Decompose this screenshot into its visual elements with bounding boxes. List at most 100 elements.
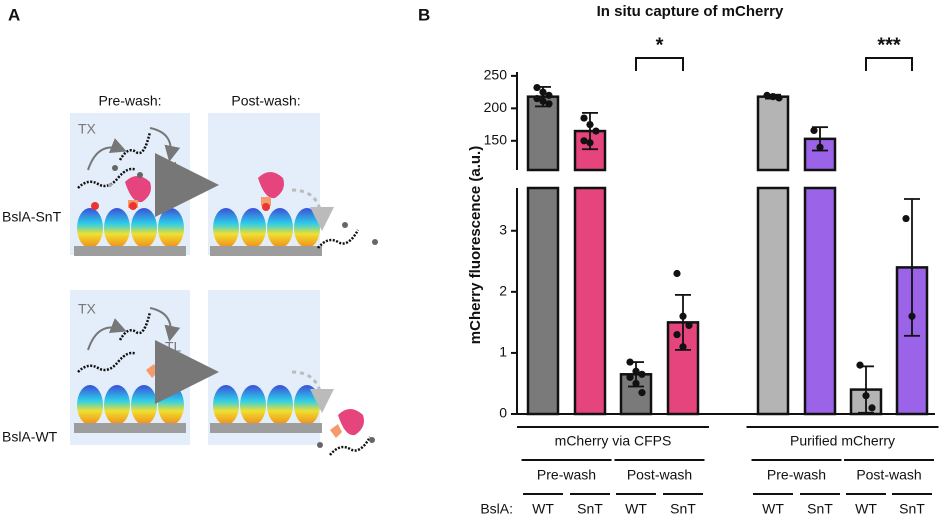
data-point: [539, 97, 547, 105]
data-point: [539, 88, 547, 96]
y-tick-label: 2: [499, 283, 507, 299]
mrna: [329, 436, 372, 456]
x-tick-label: SnT: [899, 501, 925, 517]
data-point: [679, 343, 687, 351]
mcherry: [338, 409, 364, 436]
catcher: [330, 424, 342, 438]
dot: [112, 165, 118, 171]
y-axis-label: mCherry fluorescence (a.u.): [467, 146, 484, 344]
y-tick-label: 3: [499, 221, 507, 237]
data-point: [810, 126, 818, 135]
dot: [369, 437, 375, 443]
tx-label: TX: [78, 121, 97, 137]
catcher: [261, 197, 271, 206]
mcherry: [125, 176, 151, 203]
data-point: [902, 214, 910, 223]
data-point: [626, 373, 634, 381]
data-point: [632, 367, 640, 375]
chart-title: In situ capture of mCherry: [597, 3, 784, 20]
tx-arrow: [87, 138, 127, 171]
post-wash-label: Post-wash:: [231, 93, 300, 109]
bar: [803, 186, 837, 416]
data-point: [580, 114, 588, 122]
y-tick-label: 1: [499, 344, 507, 360]
x-tick-label: WT: [625, 501, 647, 517]
wash-label: Pre-wash: [537, 467, 596, 483]
data-point: [586, 139, 594, 147]
data-point: [862, 392, 870, 400]
tag: [91, 202, 99, 210]
data-point: [908, 312, 916, 320]
wash-label: Pre-wash: [767, 467, 826, 483]
panel-b: B In situ capture of mCherry mCherry flu…: [418, 3, 784, 344]
data-point: [580, 137, 588, 145]
data-point: [775, 94, 783, 102]
data-point: [816, 143, 824, 151]
bar-upper: [756, 95, 790, 172]
wash-arrow: [291, 370, 334, 413]
y-tick-label: 150: [484, 131, 508, 147]
data-point: [638, 370, 646, 378]
panel-letter: A: [8, 5, 20, 24]
bar: [756, 186, 790, 416]
data-point: [685, 321, 693, 330]
mrna: [118, 311, 152, 341]
dot: [342, 222, 348, 228]
data-point: [586, 120, 594, 129]
construct-label: BslA-WT: [2, 429, 58, 445]
row-label: BslA:: [480, 501, 513, 517]
x-tick-label: WT: [532, 501, 554, 517]
data-point: [533, 83, 541, 92]
data-point: [673, 330, 681, 339]
pre-wash-label: Pre-wash:: [98, 93, 161, 109]
significance-label: *: [656, 34, 664, 56]
significance-bracket: [865, 57, 913, 71]
wash-arrow: [291, 188, 334, 231]
dot: [317, 442, 323, 448]
x-tick-label: WT: [762, 501, 784, 517]
tag: [129, 202, 137, 210]
bar: [573, 186, 607, 416]
x-tick-label: WT: [855, 501, 877, 517]
tx-label: TX: [78, 301, 97, 317]
y-tick-label: 250: [484, 67, 508, 83]
y-tick-label: 0: [499, 405, 507, 421]
tl-label: TL: [165, 159, 182, 175]
dot: [108, 183, 112, 187]
y-tick-label: 200: [484, 99, 508, 115]
construct-label: BslA-SnT: [2, 209, 62, 225]
panel-letter: B: [418, 5, 430, 24]
bar-upper: [526, 95, 560, 172]
group-label: Purified mCherry: [790, 433, 895, 449]
dot: [372, 239, 378, 245]
x-tick-label: SnT: [670, 501, 696, 517]
mrna: [118, 131, 152, 161]
data-point: [679, 312, 687, 320]
data-point: [632, 379, 640, 388]
data-point: [545, 91, 553, 99]
dna: [77, 167, 137, 189]
tx-arrow: [87, 318, 127, 351]
data-point: [763, 91, 771, 99]
dna: [77, 351, 137, 373]
tl-arrow: [149, 307, 181, 342]
data-point: [673, 269, 681, 278]
x-tick-label: SnT: [807, 501, 833, 517]
wash-label: Post-wash: [856, 467, 921, 483]
panel-a: A Pre-wash: Post-wash: TX TL B: [2, 5, 378, 456]
tag: [262, 203, 270, 211]
data-point: [626, 358, 634, 366]
significance-label: ***: [877, 34, 901, 56]
mcherry: [258, 172, 284, 199]
x-tick-label: SnT: [577, 501, 603, 517]
data-point: [868, 404, 876, 412]
dot: [137, 172, 143, 178]
mrna: [317, 229, 360, 249]
data-point: [533, 95, 541, 103]
data-point: [769, 93, 777, 101]
significance-bracket: [635, 57, 684, 71]
data-point: [545, 100, 553, 108]
bar: [526, 186, 560, 416]
data-point: [856, 361, 864, 369]
